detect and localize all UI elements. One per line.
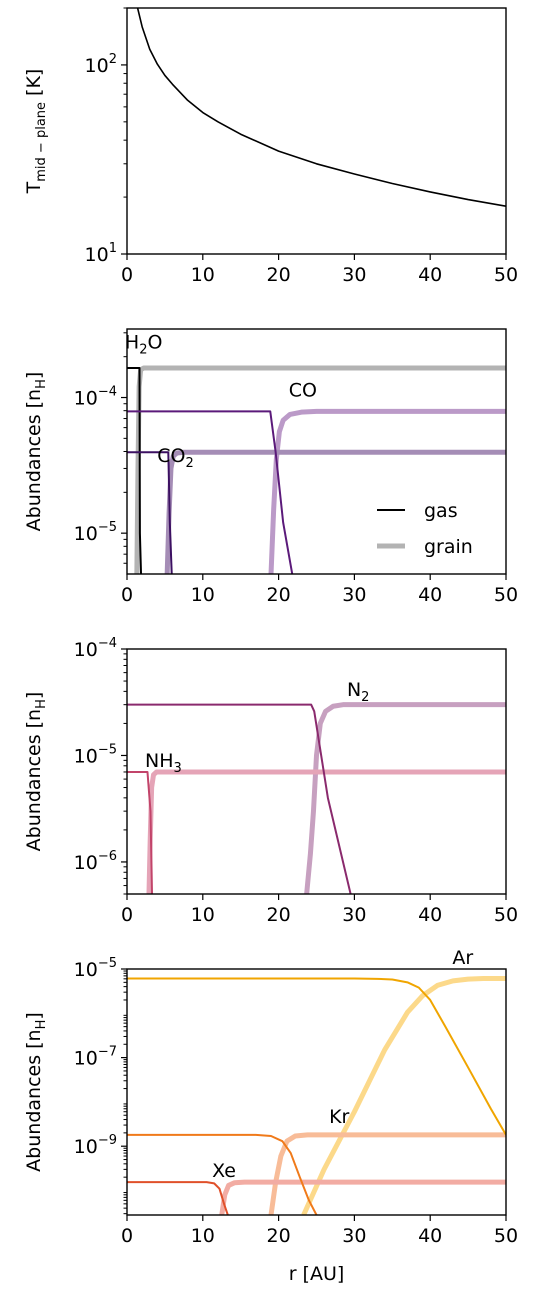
y-axis-label: Abundances [nH] xyxy=(23,692,49,852)
axes-frame xyxy=(126,7,507,255)
panel-temperature: 0 10 20 30 40 50 101 102 Tmid − plane [K] xyxy=(23,7,518,286)
series-label: H2O xyxy=(125,331,163,357)
x-tick-label: 20 xyxy=(267,264,291,286)
plot-area xyxy=(127,365,506,574)
x-tick-label: 20 xyxy=(267,904,291,926)
series-label: Xe xyxy=(212,1160,236,1182)
series-label: Kr xyxy=(329,1106,349,1128)
x-tick-label: 20 xyxy=(267,1225,291,1247)
y-tick-label: 10−7 xyxy=(74,1045,117,1070)
y-axis-label: Abundances [nH] xyxy=(23,372,49,532)
x-axis-label: r [AU] xyxy=(289,1263,345,1285)
series-line xyxy=(219,1179,506,1215)
x-tick-label: 40 xyxy=(418,904,442,926)
y-tick-label: 10−5 xyxy=(74,956,117,981)
x-tick-label: 50 xyxy=(494,904,518,926)
x-tick-label: 50 xyxy=(494,584,518,606)
x-tick-label: 50 xyxy=(494,1225,518,1247)
x-tick-label: 40 xyxy=(418,264,442,286)
y-tick-label: 10−9 xyxy=(74,1133,117,1158)
series-line xyxy=(304,702,506,894)
panel-n2-nh3: 0 10 20 30 40 50 10−6 10−5 10−4 Abundances [nH] N2… xyxy=(23,636,518,926)
x-tick-label: 40 xyxy=(418,1225,442,1247)
x-tick-label: 10 xyxy=(191,904,215,926)
series-label: CO2 xyxy=(157,445,194,471)
y-tick-label: 10−6 xyxy=(74,849,117,874)
series-line xyxy=(127,367,143,574)
x-tick-label: 0 xyxy=(121,584,133,606)
y-minor-ticks xyxy=(123,653,127,895)
x-tick-label: 30 xyxy=(342,1225,366,1247)
series-line xyxy=(127,977,506,1136)
x-tick-label: 30 xyxy=(342,264,366,286)
x-tick-label: 20 xyxy=(267,584,291,606)
x-tick-label: 10 xyxy=(191,264,215,286)
y-tick-label: 10−5 xyxy=(74,742,117,767)
y-minor-ticks xyxy=(123,970,127,1215)
legend-label: grain xyxy=(424,536,473,558)
x-tick-label: 30 xyxy=(342,904,366,926)
series-label: Ar xyxy=(452,947,473,969)
y-minor-ticks xyxy=(123,332,127,564)
axes-frame xyxy=(126,968,507,1216)
legend: gas grain xyxy=(377,500,473,558)
series-line xyxy=(146,769,506,894)
x-tick-label: 10 xyxy=(191,1225,215,1247)
x-tick-label: 50 xyxy=(494,264,518,286)
y-tick-label: 102 xyxy=(85,52,117,77)
series-label: N2 xyxy=(347,679,370,705)
series-line xyxy=(127,770,154,894)
series-line xyxy=(127,1133,318,1215)
plot-area xyxy=(127,702,506,894)
y-tick-label: 101 xyxy=(85,241,117,266)
plot-area xyxy=(136,8,506,207)
panel-h2o-co-co2: 0 10 20 30 40 50 10−5 10−4 Abundances [nH] H2O CO C… xyxy=(23,328,518,606)
x-tick-label: 0 xyxy=(121,264,133,286)
y-tick-label: 10−4 xyxy=(74,385,117,410)
series-label: CO xyxy=(289,379,317,401)
y-tick-label: 10−5 xyxy=(74,520,117,545)
series-label: NH3 xyxy=(145,750,182,776)
series-line xyxy=(136,8,506,207)
series-line xyxy=(127,410,294,574)
series-line xyxy=(127,451,173,574)
series-line xyxy=(268,408,506,574)
y-tick-label: 10−4 xyxy=(74,636,117,661)
plot-area xyxy=(127,976,506,1215)
x-tick-label: 40 xyxy=(418,584,442,606)
series-line xyxy=(301,976,506,1215)
x-tick-label: 30 xyxy=(342,584,366,606)
x-tick-label: 0 xyxy=(121,1225,133,1247)
series-line xyxy=(127,1181,229,1215)
y-minor-ticks xyxy=(123,7,127,198)
series-line xyxy=(268,1132,506,1215)
y-axis-label: Tmid − plane [K] xyxy=(23,69,49,195)
x-tick-label: 10 xyxy=(191,584,215,606)
x-tick-label: 0 xyxy=(121,904,133,926)
y-axis-label: Abundances [nH] xyxy=(23,1012,49,1172)
panel-noble-gases: 0 10 20 30 40 50 10−9 10−7 10−5 Abundances [nH] r … xyxy=(23,947,518,1285)
legend-label: gas xyxy=(424,500,458,522)
series-line xyxy=(127,703,352,894)
